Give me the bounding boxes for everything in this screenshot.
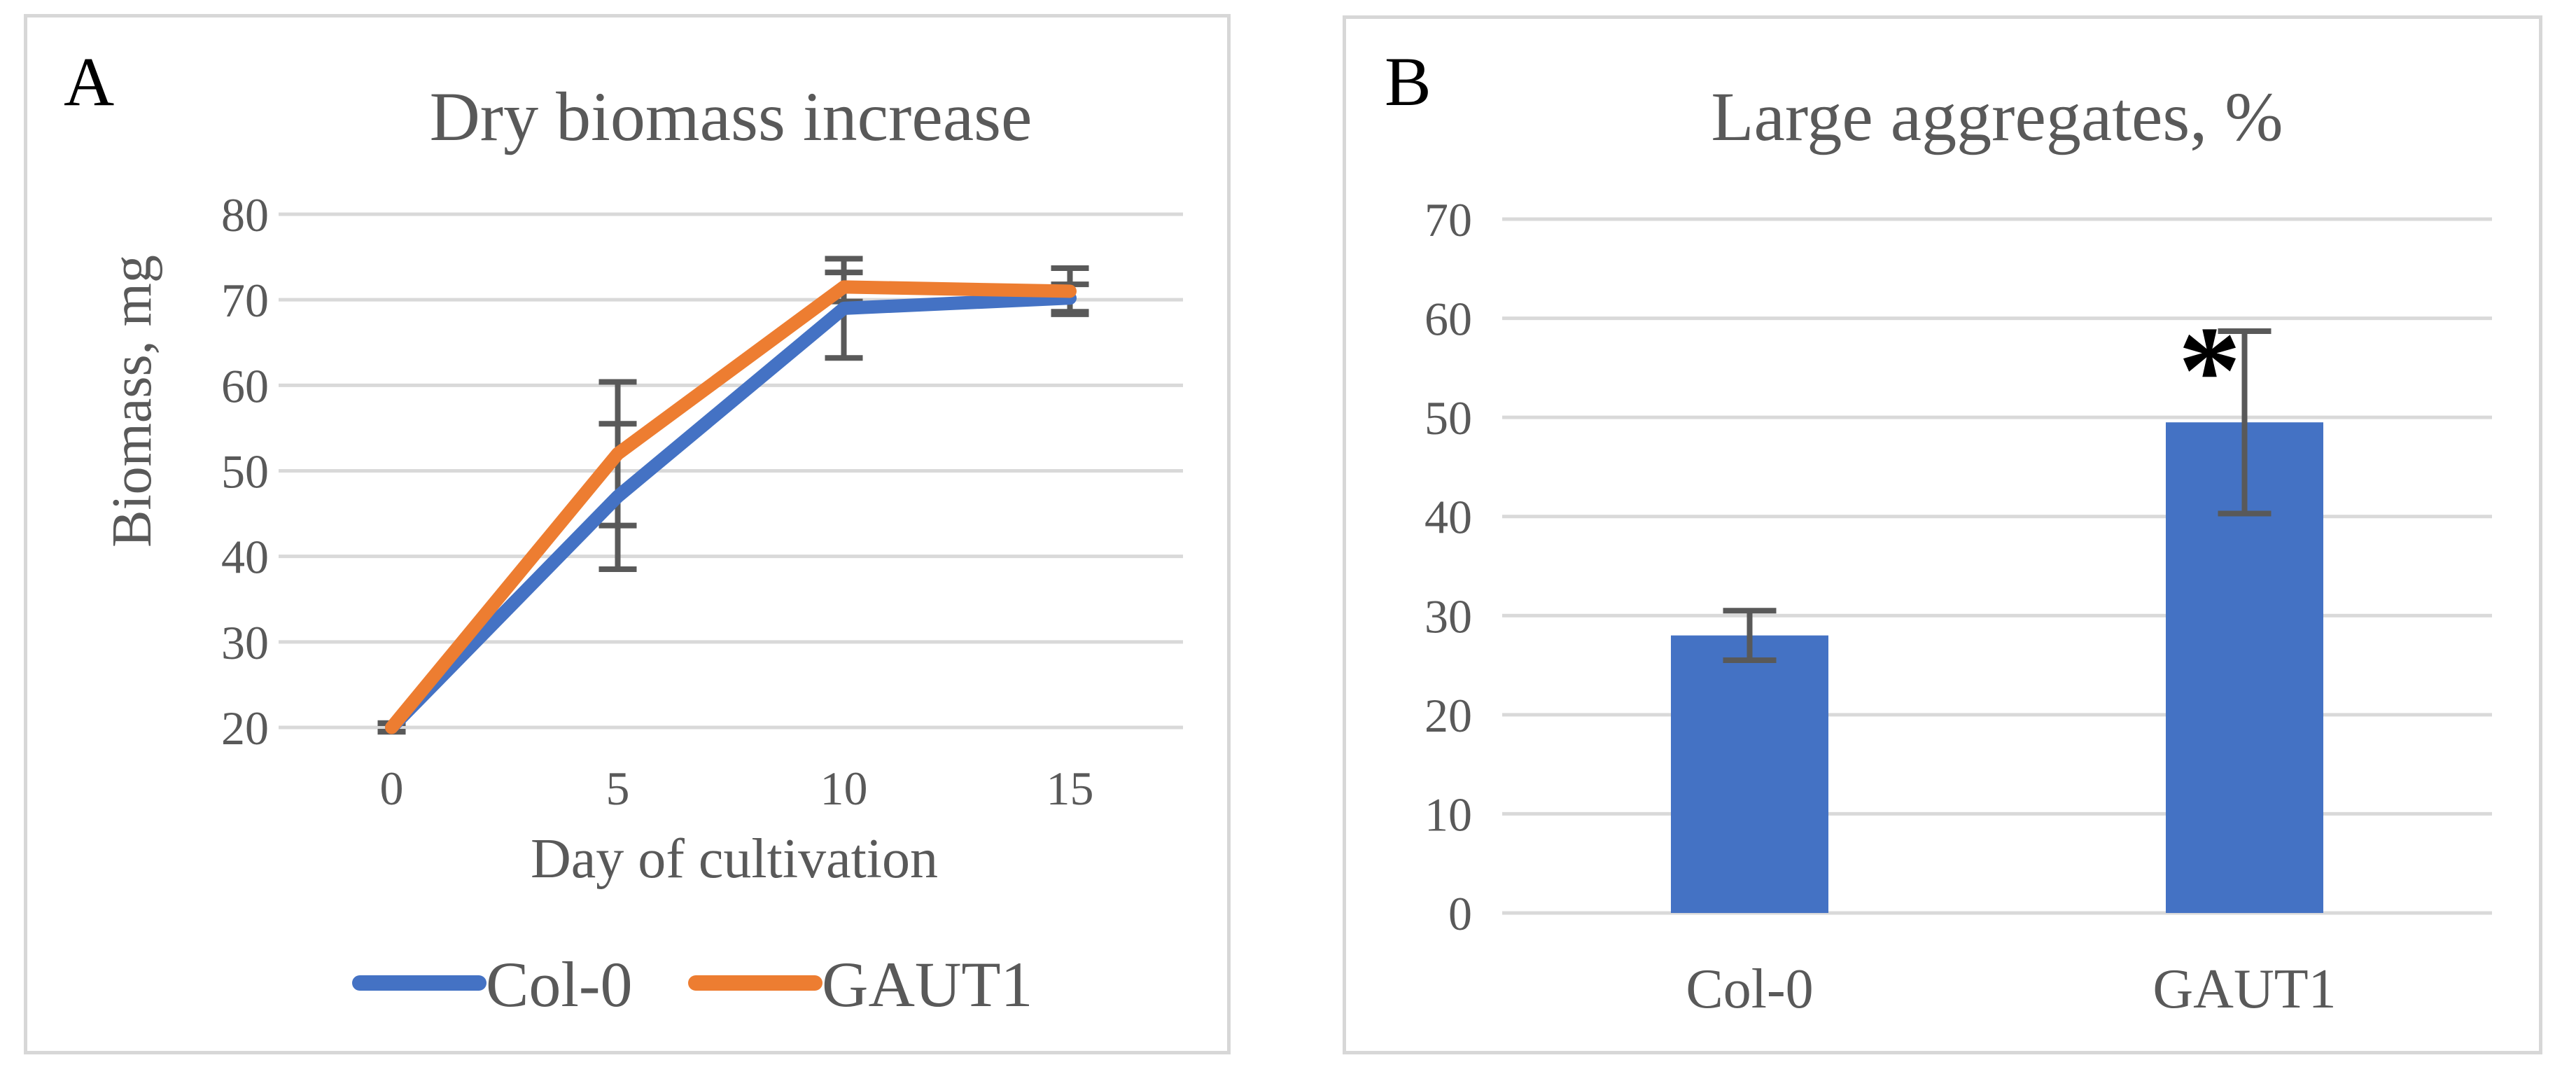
legend-item-Col-0: Col-0 — [352, 949, 633, 1020]
chart-title-large-aggregates: Large aggregates, % — [1711, 78, 2283, 155]
category-label-GAUT1: GAUT1 — [2152, 958, 2336, 1020]
y-tick-label: 50 — [221, 445, 269, 498]
bar-Col-0 — [1671, 635, 1828, 913]
y-tick-label: 80 — [221, 188, 269, 242]
panel-label-b: B — [1385, 43, 1432, 120]
x-tick-label: 15 — [1046, 762, 1094, 815]
series-line-GAUT1 — [385, 280, 1077, 734]
y-axis-title: Biomass, mg — [102, 255, 163, 548]
gridlines — [279, 212, 1183, 730]
y-tick-label: 70 — [1424, 193, 1472, 246]
legend-label-Col-0: Col-0 — [486, 949, 633, 1020]
y-tick-label: 70 — [221, 274, 269, 327]
x-tick-label: 5 — [606, 762, 630, 815]
error-bar-GAUT1 — [2218, 328, 2272, 517]
y-tick-label: 30 — [221, 616, 269, 669]
legend-label-GAUT1: GAUT1 — [822, 949, 1033, 1020]
y-tick-label: 20 — [1424, 689, 1472, 742]
x-tick-label: 10 — [820, 762, 868, 815]
panel-a: A Dry biomass increase 80 70 60 50 40 30 20 0 5 1… — [24, 14, 1231, 1054]
y-tick-label: 50 — [1424, 391, 1472, 445]
category-label-Col-0: Col-0 — [1686, 958, 1813, 1020]
y-tick-label: 60 — [221, 359, 269, 412]
significance-asterisk: * — [2178, 300, 2241, 440]
y-tick-label: 20 — [221, 702, 269, 755]
y-tick-label: 40 — [221, 531, 269, 584]
y-tick-label: 10 — [1424, 788, 1472, 841]
error-bar-Col-0 — [1723, 608, 1777, 663]
y-tick-label: 30 — [1424, 590, 1472, 643]
bar-chart-large-aggregates: 70 60 50 40 30 20 10 0 Col-0 GAUT1 * — [1424, 193, 2492, 1020]
y-tick-label: 60 — [1424, 293, 1472, 346]
x-tick-label: 0 — [380, 762, 404, 815]
y-tick-label: 0 — [1448, 887, 1472, 940]
panel-label-a: A — [64, 43, 115, 120]
panel-b: B Large aggregates, % 70 60 50 40 30 20 10 0 Col… — [1343, 15, 2542, 1054]
x-axis-title: Day of cultivation — [531, 828, 938, 890]
series-line-Col-0 — [385, 291, 1077, 734]
line-chart-dry-biomass: 80 70 60 50 40 30 20 0 5 10 15 Day of cultivation Bi… — [102, 188, 1183, 1020]
chart-title-dry-biomass: Dry biomass increase — [429, 78, 1032, 155]
legend-item-GAUT1: GAUT1 — [688, 949, 1033, 1020]
legend: Col-0 GAUT1 — [352, 949, 1033, 1020]
gridlines — [1502, 217, 2492, 915]
y-tick-label: 40 — [1424, 491, 1472, 544]
